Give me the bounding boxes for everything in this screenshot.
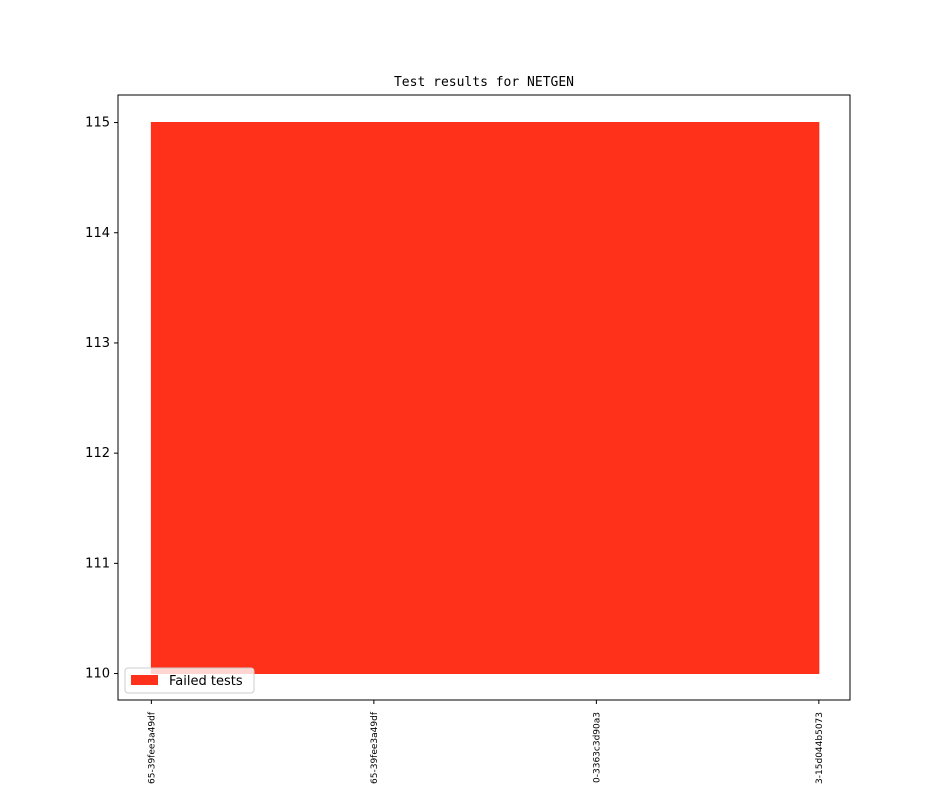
y-tick-label: 112 [85, 446, 110, 461]
chart-title: Test results for NETGEN [394, 75, 574, 90]
x-tick-label: 0-3363c3d90a3 [592, 712, 602, 783]
y-tick-label: 111 [85, 556, 110, 571]
x-tick-label: 3-15d044b5073 [815, 712, 825, 784]
axes-frame [117, 94, 851, 701]
legend-swatch [131, 675, 158, 685]
legend-label: Failed tests [169, 674, 243, 689]
y-tick-label: 110 [85, 667, 110, 682]
y-tick-label: 114 [85, 226, 110, 241]
series-area-0 [150, 122, 820, 675]
y-tick-label: 113 [85, 336, 110, 351]
legend-box [124, 667, 255, 694]
x-tick-label: 65-39fee3a49df [147, 711, 157, 784]
x-tick-label: 65-39fee3a49df [370, 711, 380, 784]
y-tick-label: 115 [85, 116, 110, 131]
